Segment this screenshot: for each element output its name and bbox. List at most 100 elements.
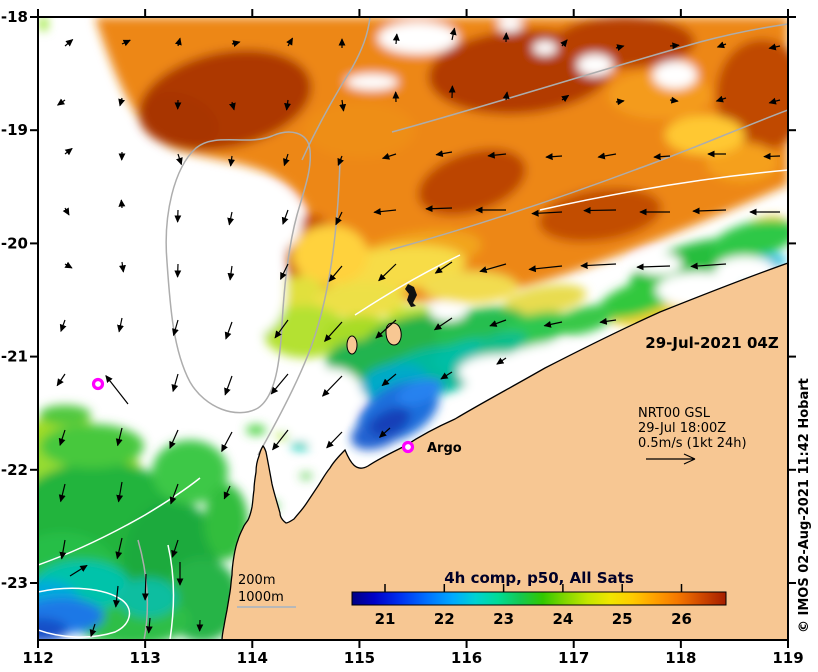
current-vector: [286, 37, 294, 47]
plot-frame: [37, 16, 789, 641]
current-vector: [381, 373, 397, 387]
vector-scale-legend: NRT00 GSL 29-Jul 18:00Z 0.5m/s (1kt 24h): [638, 406, 747, 465]
current-vector: [528, 265, 563, 273]
current-vector: [434, 261, 453, 274]
current-vector: [115, 427, 123, 447]
y-axis-label: -22: [1, 461, 28, 479]
depth-1000-label: 1000m: [238, 590, 284, 605]
current-vector: [440, 371, 453, 380]
current-vector: [381, 152, 397, 160]
current-vector: [224, 321, 233, 340]
x-axis-label: 112: [22, 649, 53, 667]
current-vector: [373, 208, 397, 216]
current-vector: [337, 155, 344, 167]
x-axis-label: 116: [451, 649, 482, 667]
current-vector: [479, 263, 507, 273]
current-vector: [59, 319, 67, 333]
contour-plateau-loop: [165, 131, 312, 414]
current-vector: [690, 262, 727, 270]
current-vector: [449, 27, 457, 41]
current-vector: [64, 39, 74, 47]
credit-text: © IMOS 02-Aug-2021 11:42 Hobart: [797, 378, 812, 633]
current-vector: [227, 211, 235, 226]
current-vector: [69, 564, 88, 577]
current-vector: [141, 573, 149, 601]
current-vector: [502, 91, 510, 101]
current-vector: [280, 263, 289, 281]
current-vector: [223, 485, 231, 500]
current-vector: [339, 99, 347, 112]
x-axis-label: 113: [129, 649, 160, 667]
colorbar-tick-label: 23: [493, 610, 514, 628]
colorbar-tick-label: 21: [375, 610, 396, 628]
current-vector: [326, 431, 343, 449]
land-mass: [221, 262, 788, 640]
current-vector: [89, 623, 97, 638]
x-axis-label: 119: [772, 649, 803, 667]
y-axis-label: -18: [1, 8, 28, 26]
current-vector: [378, 263, 397, 282]
current-vector: [221, 431, 233, 453]
current-vector: [117, 317, 124, 333]
x-axis-label: 115: [344, 649, 375, 667]
current-vector: [560, 39, 568, 48]
current-vector: [171, 373, 179, 393]
current-vector: [599, 317, 617, 325]
current-vector: [425, 205, 453, 213]
current-vector: [597, 152, 617, 160]
current-vector: [229, 101, 236, 111]
current-vector: [489, 319, 507, 327]
x-axis-label: 118: [665, 649, 696, 667]
current-vector: [763, 152, 781, 160]
current-vector: [615, 44, 625, 51]
axes: 112 113 114 115 116 117 118 119 -18 -19 -20 -21 -22 -…: [1, 8, 804, 667]
current-vector: [172, 319, 179, 337]
current-vector: [58, 483, 66, 503]
current-vector: [224, 375, 233, 396]
current-vector: [119, 261, 126, 273]
current-vector: [169, 429, 179, 450]
current-vector: [113, 585, 120, 608]
colorbar-tick-label: 24: [552, 610, 573, 628]
current-vector: [496, 357, 507, 365]
colorbar-title: 4h comp, p50, All Sats: [444, 569, 634, 587]
current-vector: [321, 375, 343, 397]
current-vector: [487, 151, 507, 159]
colorbar-tick-label: 22: [434, 610, 455, 628]
current-vector: [378, 427, 391, 438]
current-vector: [64, 147, 73, 156]
current-vector: [636, 263, 671, 271]
current-vector: [692, 207, 727, 215]
current-vector: [169, 483, 179, 505]
y-axis-label: -19: [1, 121, 28, 139]
current-vector: [324, 321, 343, 342]
current-vector: [227, 265, 235, 281]
vector-legend-source: NRT00 GSL: [638, 406, 711, 421]
current-vector: [715, 95, 727, 103]
y-axis-label: -20: [1, 234, 28, 252]
current-vector: [176, 153, 183, 166]
current-vector: [171, 539, 179, 558]
current-vector: [653, 153, 671, 161]
vector-legend-scale: 0.5m/s (1kt 24h): [638, 436, 747, 451]
argo-marker-icon: [91, 377, 105, 391]
current-vector: [105, 374, 129, 405]
current-vector: [392, 33, 400, 45]
current-vector: [121, 39, 131, 47]
depth-contour-legend: 200m 1000m: [237, 573, 296, 608]
current-vector: [531, 209, 563, 217]
current-vector: [669, 42, 680, 50]
current-vector: [375, 319, 397, 339]
argo-marker-icon: [401, 440, 415, 454]
map-plot-area: [38, 17, 788, 640]
current-vector: [145, 617, 153, 634]
map-datetime-label: 29-Jul-2021 04Z: [645, 334, 779, 352]
current-vector-arrows: [56, 27, 781, 638]
current-vector: [116, 481, 124, 503]
current-vector: [58, 429, 66, 447]
current-vector: [118, 97, 125, 107]
current-vector: [615, 98, 625, 106]
current-vector: [543, 320, 563, 328]
